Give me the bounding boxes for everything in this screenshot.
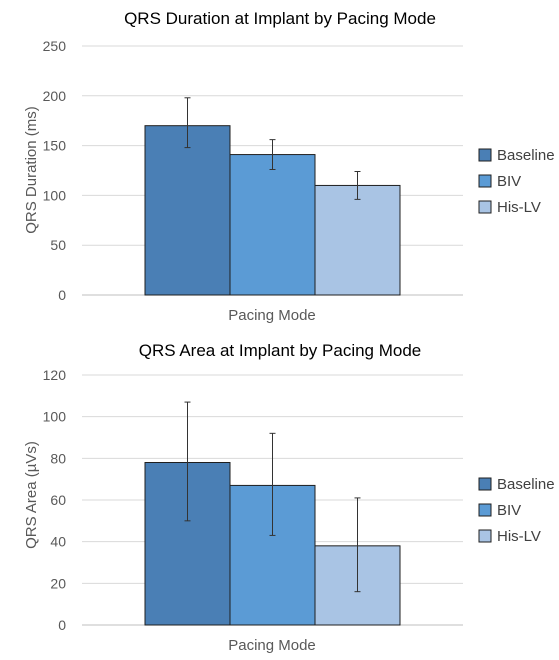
y-tick-label: 60 (50, 492, 66, 508)
y-tick-label: 100 (43, 409, 67, 425)
bar-his-lv (314, 184, 401, 296)
qrs-area-chart: QRS Area at Implant by Pacing Mode 0 20 40… (0, 330, 559, 660)
error-bars (184, 401, 361, 593)
y-tick-label: 200 (43, 88, 67, 104)
x-axis-label: Pacing Mode (228, 637, 316, 654)
y-tick-label: 120 (43, 367, 67, 383)
bar-biv (229, 154, 316, 296)
bar-baseline (144, 125, 231, 296)
chart-title: QRS Duration at Implant by Pacing Mode (124, 9, 436, 28)
legend-swatch-biv (478, 174, 492, 188)
legend-swatch-baseline (478, 148, 492, 162)
y-axis-label: QRS Area (µVs) (23, 441, 40, 549)
chart-title: QRS Area at Implant by Pacing Mode (139, 341, 422, 360)
y-tick-label: 100 (43, 187, 67, 203)
legend-label: BIV (497, 173, 521, 190)
legend-swatch-biv (478, 503, 492, 517)
legend-swatch-his-lv (478, 200, 492, 214)
bars (144, 125, 401, 296)
legend: Baseline BIV His-LV (478, 147, 555, 216)
legend-swatch-his-lv (478, 529, 492, 543)
legend-swatch-baseline (478, 477, 492, 491)
legend-label: Baseline (497, 147, 555, 164)
legend-label: BIV (497, 502, 521, 519)
y-tick-label: 0 (58, 287, 66, 303)
legend: Baseline BIV His-LV (478, 476, 555, 545)
y-tick-label: 250 (43, 38, 67, 54)
y-tick-label: 50 (50, 237, 66, 253)
y-axis-label: QRS Duration (ms) (23, 106, 40, 234)
y-ticks: 0 50 100 150 200 250 (43, 38, 67, 303)
qrs-duration-chart-svg: QRS Duration at Implant by Pacing Mode 0… (23, 9, 555, 324)
legend-label: Baseline (497, 476, 555, 493)
x-axis-label: Pacing Mode (228, 307, 316, 324)
y-tick-label: 80 (50, 450, 66, 466)
legend-label: His-LV (497, 199, 541, 216)
y-tick-label: 20 (50, 575, 66, 591)
y-tick-label: 0 (58, 617, 66, 633)
qrs-area-chart-svg: QRS Area at Implant by Pacing Mode 0 20 40… (23, 341, 555, 654)
error-bars (184, 97, 361, 200)
y-tick-label: 150 (43, 138, 67, 154)
qrs-duration-chart: QRS Duration at Implant by Pacing Mode 0… (23, 9, 555, 324)
y-tick-label: 40 (50, 534, 66, 550)
legend-label: His-LV (497, 528, 541, 545)
y-ticks: 0 20 40 60 80 100 120 (43, 367, 67, 633)
